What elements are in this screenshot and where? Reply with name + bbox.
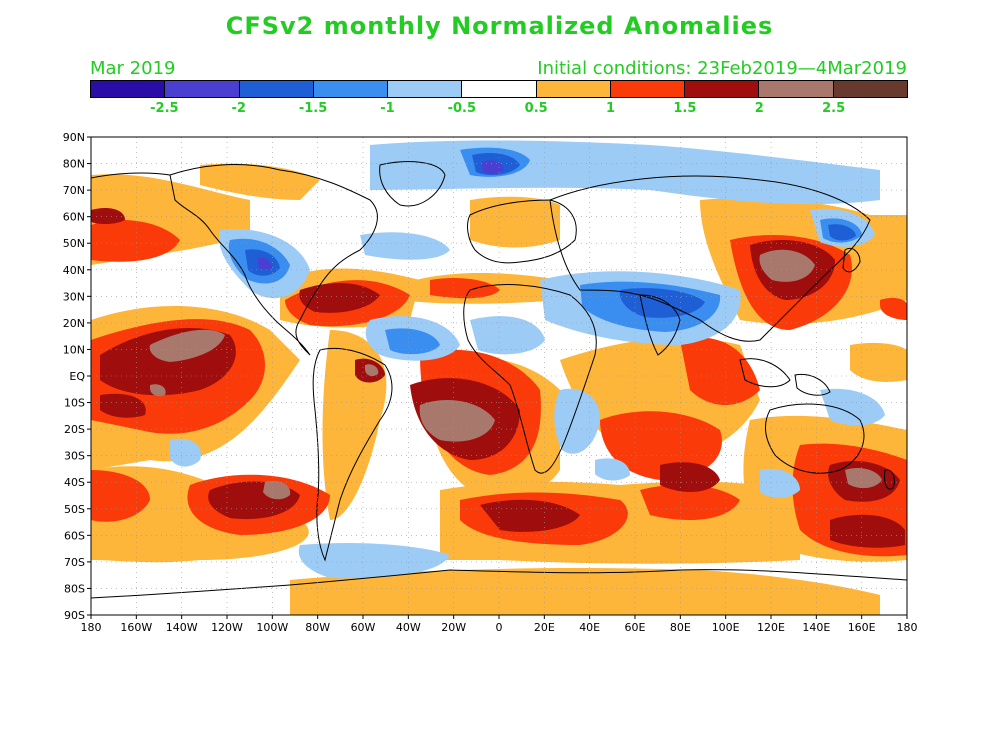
lat-label: 90S: [64, 609, 85, 622]
legend-label: 1: [606, 101, 616, 116]
lat-label: 50N: [63, 237, 85, 250]
lat-label: 90N: [63, 131, 85, 144]
lon-label: 40W: [396, 621, 421, 634]
lon-label: 160E: [848, 621, 876, 634]
gridlines: [91, 137, 907, 615]
legend-label: 0.5: [524, 101, 548, 116]
lon-label: 120E: [757, 621, 785, 634]
lat-label: 70S: [64, 556, 85, 569]
lat-label: 40N: [63, 264, 85, 277]
lat-label: EQ: [69, 370, 85, 383]
lon-label: 120W: [211, 621, 243, 634]
color-legend: [90, 80, 908, 98]
lon-label: 20W: [441, 621, 466, 634]
legend-label: 2.5: [822, 101, 846, 116]
legend-swatch-2: [239, 81, 314, 97]
lat-label: 40S: [64, 476, 85, 489]
legend-label: -0.5: [447, 101, 477, 116]
legend-swatch-3: [313, 81, 389, 97]
lon-label: 20E: [534, 621, 555, 634]
lon-label: 140E: [802, 621, 830, 634]
legend-swatch-10: [833, 81, 907, 97]
initial-conditions: Initial conditions: 23Feb2019—4Mar2019: [537, 58, 907, 79]
lat-label: 30N: [63, 290, 85, 303]
lon-label: 80E: [670, 621, 691, 634]
legend-swatch-4: [388, 81, 463, 97]
lon-label: 100W: [256, 621, 288, 634]
lon-label: 40E: [579, 621, 600, 634]
lat-label: 70N: [63, 184, 85, 197]
lon-label: 60E: [625, 621, 646, 634]
lon-label: 100E: [712, 621, 740, 634]
chart-title: CFSv2 monthly Normalized Anomalies: [225, 12, 774, 40]
legend-label: -2.5: [150, 101, 179, 116]
legend-label: 1.5: [673, 101, 697, 116]
lon-label: 160W: [120, 621, 152, 634]
lon-label: 180: [81, 621, 102, 634]
lon-label: 80W: [305, 621, 330, 634]
lon-label: 140W: [166, 621, 198, 634]
lat-label: 50S: [64, 503, 85, 516]
lat-label: 80N: [63, 158, 85, 171]
legend-swatch-1: [165, 81, 240, 97]
legend-label: -1: [380, 101, 395, 116]
legend-swatch-0: [91, 81, 166, 97]
lat-label: 20S: [64, 423, 85, 436]
legend-label: -2: [231, 101, 246, 116]
lat-label: 60N: [63, 211, 85, 224]
legend-swatch-7: [610, 81, 686, 97]
lat-label: 30S: [64, 450, 85, 463]
legend-label: 2: [754, 101, 764, 116]
lat-label: 10S: [64, 397, 85, 410]
lon-label: 0: [496, 621, 503, 634]
lat-label: 10N: [63, 343, 85, 356]
legend-swatch-5: [462, 81, 537, 97]
legend-swatch-8: [685, 81, 760, 97]
lon-label: 180: [897, 621, 918, 634]
legend-label: -1.5: [298, 101, 328, 116]
lat-label: 60S: [64, 529, 85, 542]
longitude-labels: 180 160W 140W 120W 100W 80W 60W 40W 20W 0 20E 40E 60…: [81, 615, 918, 634]
lat-label: 80S: [64, 582, 85, 595]
anomaly-field: [91, 140, 907, 615]
lon-label: 60W: [351, 621, 376, 634]
legend-swatch-9: [759, 81, 834, 97]
latitude-labels: 90N 80N 70N 60N 50N 40N 30N 20N 10N EQ 10S 20S 30S 40…: [63, 131, 91, 622]
forecast-month: Mar 2019: [90, 58, 176, 79]
legend-swatch-6: [536, 81, 611, 97]
lat-label: 20N: [63, 317, 85, 330]
